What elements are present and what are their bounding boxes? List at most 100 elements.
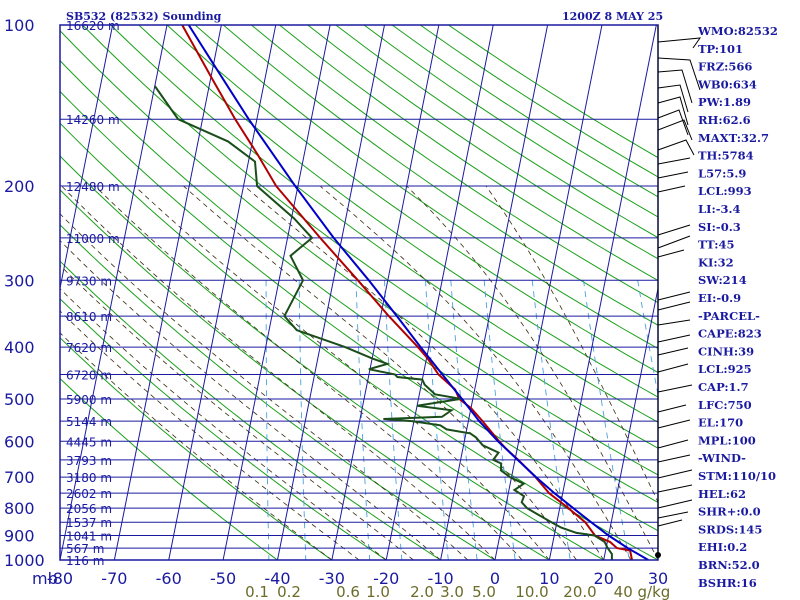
- mixing-ratio-line: [531, 280, 571, 560]
- isotherm: [222, 25, 331, 560]
- mixing-ratio-label: 0.2: [277, 583, 301, 600]
- station-title: SB532 (82532) Sounding: [66, 10, 222, 23]
- moist-adiabat: [406, 185, 658, 560]
- wind-barb: [657, 511, 689, 519]
- wind-barb: [657, 484, 693, 493]
- mixing-ratio-label: 0.6: [336, 583, 360, 600]
- index-item: -WIND-: [698, 451, 746, 465]
- index-item: SHR+:0.0: [698, 505, 761, 519]
- mixing-ratio-line: [265, 280, 270, 560]
- mixing-ratio-line: [450, 280, 478, 560]
- temperature-tick-label: 0: [490, 569, 500, 588]
- dry-adiabat: [60, 298, 387, 560]
- temperature-tick-label: -20: [373, 569, 399, 588]
- index-item: EI:-0.9: [698, 291, 741, 305]
- index-item: EHI:0.2: [698, 540, 747, 554]
- index-item: CAPE:823: [698, 327, 762, 341]
- wind-barb: [657, 84, 689, 113]
- height-label: 3793 m: [66, 454, 112, 468]
- index-item: KI:32: [698, 255, 734, 269]
- moist-adiabat: [319, 185, 632, 560]
- temperature-tick-label: 30: [648, 569, 668, 588]
- wind-barb: [657, 37, 702, 49]
- pressure-tick-label: 700: [4, 468, 35, 487]
- isotherm: [60, 25, 168, 560]
- height-label: 7620 m: [66, 341, 112, 355]
- isotherm: [60, 25, 114, 291]
- temperature-line: [181, 25, 633, 560]
- wind-barb: [657, 139, 695, 156]
- wind-barb: [657, 319, 691, 326]
- index-item: WB0:634: [697, 77, 757, 91]
- mixing-ratio-label: 3.0: [440, 583, 464, 600]
- index-item: HEL:62: [698, 487, 746, 501]
- pressure-tick-label: 1000: [4, 551, 45, 570]
- index-item: LCL:993: [698, 184, 752, 198]
- wind-barb: [657, 57, 701, 91]
- wind-barb: [657, 224, 691, 236]
- wind-barb: [657, 439, 689, 449]
- mixing-ratio-line: [637, 280, 658, 398]
- isotherm: [113, 25, 222, 560]
- pressure-tick-label: 200: [4, 177, 35, 196]
- mixing-ratio-line: [483, 280, 516, 560]
- parcel-line: [187, 25, 649, 560]
- wind-barb: [657, 185, 686, 193]
- mixing-ratio-label: 5.0: [472, 583, 496, 600]
- background-grid: [60, 25, 658, 560]
- temperature-tick-label: 10: [539, 569, 559, 588]
- index-item: SW:214: [698, 273, 747, 287]
- isotherm: [494, 25, 603, 560]
- wind-barb: [657, 119, 693, 141]
- dry-adiabat: [60, 59, 658, 503]
- temperature-tick-label: -80: [47, 569, 73, 588]
- index-item: LFC:750: [698, 398, 752, 412]
- pressure-tick-label: 300: [4, 271, 35, 290]
- temperature-tick-label: -50: [210, 569, 236, 588]
- isotherm: [385, 25, 494, 560]
- height-label: 3180 m: [66, 471, 112, 485]
- dry-adiabat: [110, 25, 658, 423]
- wind-barb: [657, 157, 691, 165]
- wind-barb: [657, 469, 693, 479]
- sounding-traces: [153, 25, 649, 560]
- height-label: 116 m: [66, 554, 104, 568]
- temperature-tick-label: -70: [101, 569, 127, 588]
- isotherm: [603, 285, 658, 560]
- height-label: 16620 m: [66, 19, 120, 33]
- temperature-tick-label: 20: [594, 569, 614, 588]
- mixing-ratio-label: 0.1: [245, 583, 269, 600]
- isotherm: [276, 25, 385, 560]
- index-item: PW:1.89: [698, 95, 751, 109]
- pressure-tick-label: 400: [4, 338, 35, 357]
- index-item: BRN:52.0: [698, 558, 760, 572]
- index-list: WMO:82532 TP:101 FRZ:566 WB0:634 PW:1.89 RH:6…: [697, 24, 778, 590]
- index-item: TP:101: [698, 42, 743, 56]
- wind-barb: [657, 301, 691, 311]
- height-label: 1041 m: [66, 530, 112, 544]
- moist-adiabat: [485, 185, 658, 504]
- index-item: EL:170: [698, 416, 743, 430]
- height-label: 5900 m: [66, 393, 112, 407]
- wind-barb: [657, 499, 693, 509]
- isotherm: [331, 25, 440, 560]
- mixing-ratio-label: 1.0: [366, 583, 390, 600]
- mixing-ratio-label: 2.0: [410, 583, 434, 600]
- dry-adiabat: [82, 25, 658, 449]
- temperature-tick-label: -40: [264, 569, 290, 588]
- index-item: WMO:82532: [697, 24, 778, 38]
- moist-adiabat: [183, 185, 577, 560]
- height-label: 5144 m: [66, 415, 112, 429]
- wind-barb: [657, 363, 689, 373]
- pressure-tick-label: 600: [4, 432, 35, 451]
- height-label: 12480 m: [66, 180, 120, 194]
- pressure-tick-label: 500: [4, 390, 35, 409]
- pressure-tick-label: 100: [4, 16, 35, 35]
- height-label: 4445 m: [66, 435, 112, 449]
- index-item: STM:110/10: [698, 469, 776, 483]
- mixing-ratio-label: 10.0: [515, 583, 548, 600]
- index-item: BSHR:16: [698, 576, 757, 590]
- dry-adiabat: [60, 377, 278, 560]
- mixing-ratio-label: 40 g/kg: [614, 583, 671, 600]
